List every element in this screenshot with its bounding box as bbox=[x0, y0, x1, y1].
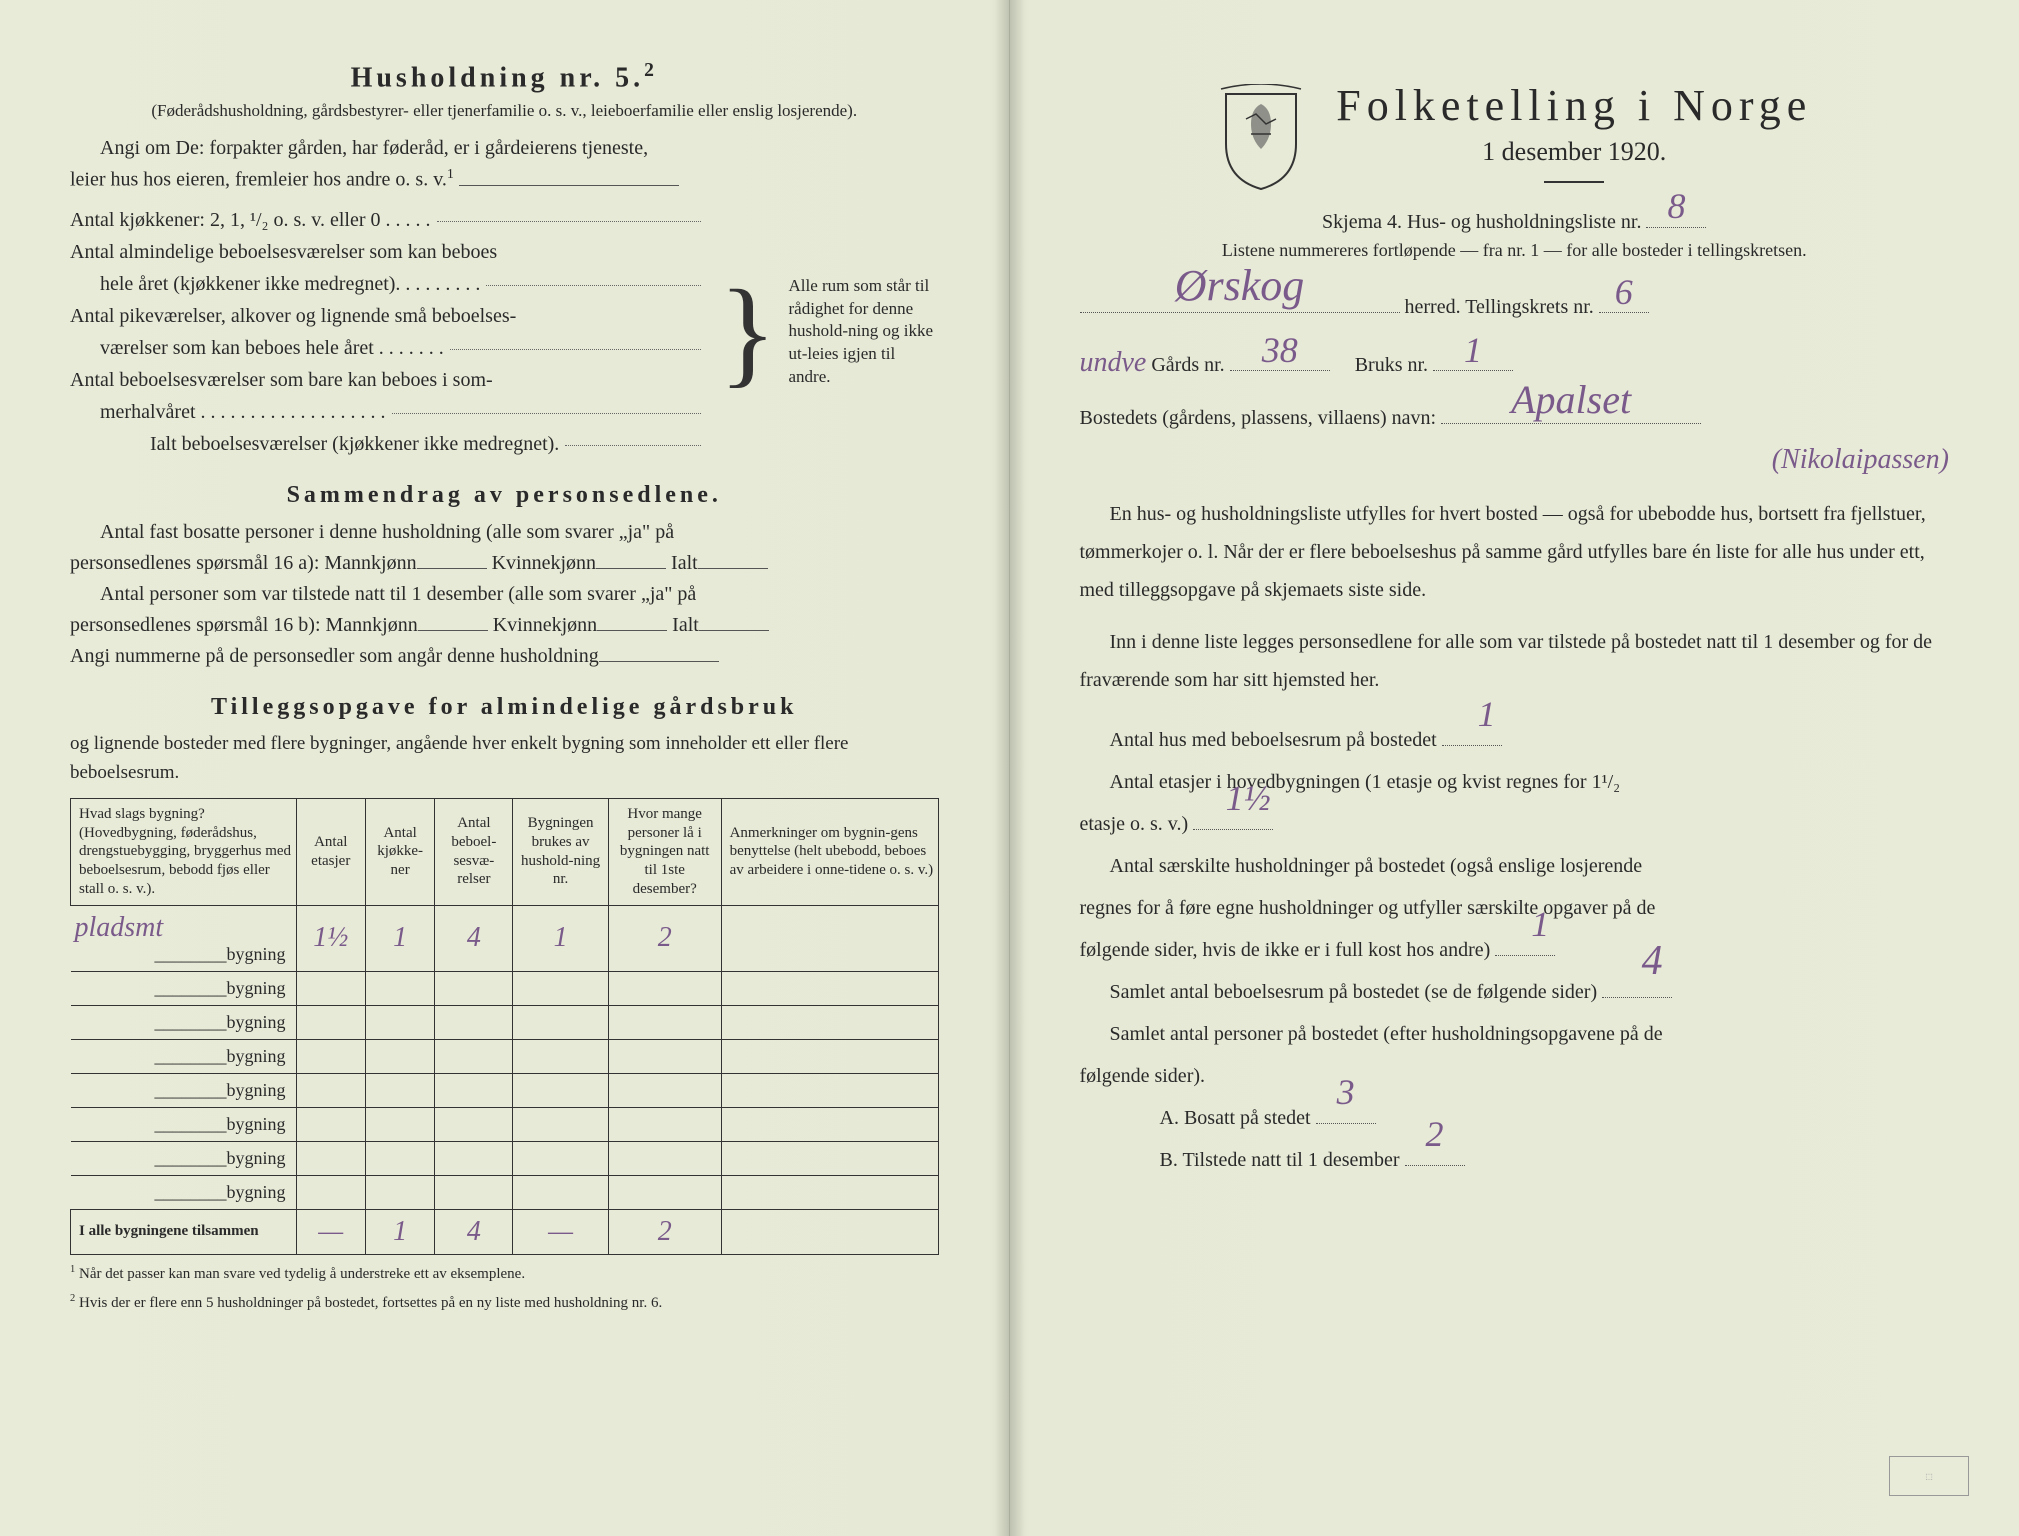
skjema-line: Skjema 4. Hus- og husholdningsliste nr. … bbox=[1080, 207, 1950, 238]
census-form-spread: Husholdning nr. 5.2 (Føderådshusholdning… bbox=[0, 0, 2019, 1536]
s2-line5: Angi nummerne på de personsedler som ang… bbox=[70, 641, 939, 672]
kitchens-line: Antal kjøkkener: 2, 1, ¹/₂ o. s. v. elle… bbox=[70, 204, 707, 236]
right-header: Folketelling i Norge 1 desember 1920. bbox=[1080, 80, 1950, 197]
q5b-ans: B. Tilstede natt til 1 desember 2 bbox=[1080, 1139, 1950, 1181]
th-kjokken: Antal kjøkke-ner bbox=[365, 798, 434, 905]
left-page: Husholdning nr. 5.2 (Føderådshusholdning… bbox=[0, 0, 1010, 1536]
table-row: ________bygning bbox=[71, 1005, 939, 1039]
q5a-ans: A. Bosatt på stedet 3 bbox=[1080, 1097, 1950, 1139]
table-total-row: I alle bygningene tilsammen — 1 4 — 2 bbox=[71, 1209, 939, 1254]
th-etasjer: Antal etasjer bbox=[296, 798, 365, 905]
left-subnote: (Føderådshusholdning, gårdsbestyrer- ell… bbox=[70, 100, 939, 123]
para2: Inn i denne liste legges personsedlene f… bbox=[1080, 623, 1950, 699]
bosted-line2: (Nikolaipassen) bbox=[1080, 438, 1950, 481]
curly-brace: } bbox=[719, 278, 777, 386]
s2-line4: personsedlenes spørsmål 16 b): Mannkjønn… bbox=[70, 610, 939, 641]
table-row: pladsmt________bygning1½1412 bbox=[71, 905, 939, 971]
section2-title: Sammendrag av personsedlene. bbox=[70, 482, 939, 509]
title-divider bbox=[1544, 181, 1604, 183]
bosted-line: Bostedets (gårdens, plassens, villaens) … bbox=[1080, 403, 1950, 434]
s2-line1: Antal fast bosatte personer i denne hush… bbox=[70, 517, 939, 548]
th-brukes: Bygningen brukes av hushold-ning nr. bbox=[513, 798, 608, 905]
table-row: ________bygning bbox=[71, 1107, 939, 1141]
th-bygning: Hvad slags bygning? (Hovedbygning, føder… bbox=[71, 798, 297, 905]
left-heading: Husholdning nr. 5.2 bbox=[70, 60, 939, 94]
section3-title: Tilleggsopgave for almindelige gårdsbruk bbox=[70, 694, 939, 721]
table-row: ________bygning bbox=[71, 1073, 939, 1107]
para-angi: Angi om De: forpakter gården, har føderå… bbox=[70, 133, 939, 196]
ialt-line: Ialt beboelsesværelser (kjøkkener ikke m… bbox=[70, 428, 707, 460]
s2-line3: Antal personer som var tilstede natt til… bbox=[70, 579, 939, 610]
rooms3-line: Antal beboelsesværelser som bare kan beb… bbox=[70, 364, 707, 396]
q1: Antal hus med beboelsesrum på bostedet 1 bbox=[1080, 719, 1950, 761]
printer-stamp: ⬚ bbox=[1889, 1456, 1969, 1496]
coat-of-arms-icon bbox=[1216, 84, 1306, 194]
table-row: ________bygning bbox=[71, 1175, 939, 1209]
footnote1: 1 Når det passer kan man svare ved tydel… bbox=[70, 1263, 939, 1285]
th-anm: Anmerkninger om bygnin-gens benyttelse (… bbox=[721, 798, 938, 905]
s2-line2: personsedlenes spørsmål 16 a): Mannkjønn… bbox=[70, 548, 939, 579]
th-personer: Hvor mange personer lå i bygningen natt … bbox=[608, 798, 721, 905]
herred-line: Ørskog herred. Tellingskrets nr. 6 bbox=[1080, 292, 1950, 323]
q2: Antal etasjer i hovedbygningen (1 etasje… bbox=[1080, 761, 1950, 845]
rooms-block: Antal kjøkkener: 2, 1, ¹/₂ o. s. v. elle… bbox=[70, 204, 939, 460]
s3-sub: og lignende bosteder med flere bygninger… bbox=[70, 729, 939, 788]
q3: Antal særskilte husholdninger på bostede… bbox=[1080, 845, 1950, 971]
q4: Samlet antal beboelsesrum på bostedet (s… bbox=[1080, 971, 1950, 1013]
table-row: ________bygning bbox=[71, 971, 939, 1005]
footnote2: 2 Hvis der er flere enn 5 husholdninger … bbox=[70, 1292, 939, 1314]
table-row: ________bygning bbox=[71, 1039, 939, 1073]
rooms2-line: Antal pikeværelser, alkover og lignende … bbox=[70, 300, 707, 332]
brace-note: Alle rum som står til rådighet for denne… bbox=[789, 275, 939, 390]
q5: Samlet antal personer på bostedet (efter… bbox=[1080, 1013, 1950, 1097]
main-title: Folketelling i Norge bbox=[1336, 80, 1812, 131]
th-beboelse: Antal beboel-sesvæ-relser bbox=[435, 798, 513, 905]
census-date: 1 desember 1920. bbox=[1336, 137, 1812, 167]
table-row: ________bygning bbox=[71, 1141, 939, 1175]
building-table: Hvad slags bygning? (Hovedbygning, føder… bbox=[70, 798, 939, 1255]
right-page: Folketelling i Norge 1 desember 1920. Sk… bbox=[1010, 0, 2019, 1536]
rooms1-line: Antal almindelige beboelsesværelser som … bbox=[70, 236, 707, 268]
para1: En hus- og husholdningsliste utfylles fo… bbox=[1080, 495, 1950, 609]
